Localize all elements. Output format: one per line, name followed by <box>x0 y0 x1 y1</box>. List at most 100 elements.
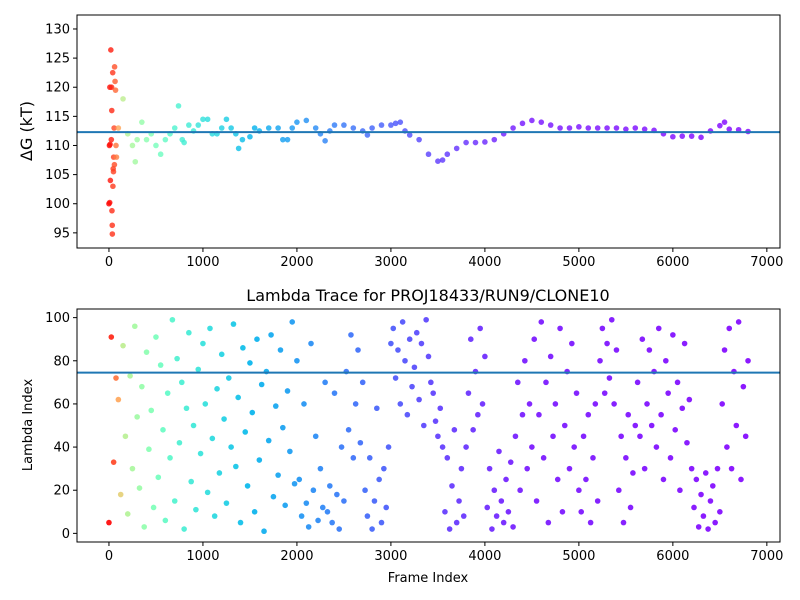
data-point <box>107 177 114 184</box>
data-point <box>113 154 120 160</box>
data-point <box>632 422 639 429</box>
data-point <box>312 433 319 440</box>
data-point <box>157 362 164 368</box>
y-tick-label: 95 <box>53 226 70 241</box>
data-point <box>211 513 218 519</box>
data-point <box>242 429 249 435</box>
data-point <box>409 383 415 390</box>
data-point <box>406 336 413 343</box>
data-point <box>733 422 740 429</box>
data-point <box>209 435 216 442</box>
data-point <box>120 342 126 349</box>
data-point <box>146 446 152 453</box>
data-point <box>338 444 345 450</box>
data-point <box>430 390 436 396</box>
data-point <box>623 455 629 461</box>
x-tick-label: 5000 <box>562 549 595 564</box>
data-point <box>557 125 563 131</box>
data-point <box>479 401 486 407</box>
data-point <box>503 476 509 483</box>
data-point <box>721 119 728 125</box>
data-point <box>388 122 394 128</box>
data-point <box>175 103 182 109</box>
y-tick-label: 60 <box>53 397 70 412</box>
x-tick-label: 3000 <box>374 549 407 564</box>
data-point <box>251 125 258 131</box>
data-point <box>275 125 281 131</box>
data-point <box>679 405 686 412</box>
data-point <box>164 390 171 396</box>
data-point <box>545 519 552 526</box>
data-point <box>319 504 326 511</box>
data-point <box>489 526 495 532</box>
data-point <box>296 476 303 483</box>
data-point <box>303 117 310 124</box>
data-point <box>331 122 338 128</box>
data-point <box>507 459 514 465</box>
delta-g-axes: 0 1000 2000 3000 4000 5000 6000 7000 95 100 105 110… <box>45 14 783 270</box>
data-point <box>244 483 251 489</box>
data-point <box>369 125 375 131</box>
data-point <box>477 325 483 332</box>
data-point <box>254 336 260 343</box>
data-point <box>745 357 751 364</box>
data-point <box>665 390 671 396</box>
data-point <box>512 433 519 440</box>
data-point <box>378 122 385 128</box>
data-point <box>390 325 397 332</box>
data-point <box>261 528 267 535</box>
data-point <box>258 381 265 388</box>
data-point <box>327 483 333 489</box>
x-tick-label: 2000 <box>280 255 313 270</box>
data-point <box>580 433 587 440</box>
data-point <box>143 349 150 355</box>
data-point <box>247 133 253 140</box>
data-point <box>510 125 516 131</box>
x-tick-label: 4000 <box>468 549 501 564</box>
data-point <box>109 69 116 76</box>
data-point <box>517 487 523 494</box>
data-point <box>218 351 225 358</box>
data-point <box>486 465 493 472</box>
data-point <box>674 379 681 386</box>
data-point <box>601 390 608 396</box>
data-point <box>197 450 204 457</box>
lambda-y-label: Lambda Index <box>21 379 36 472</box>
data-point <box>681 340 688 347</box>
data-point <box>705 526 711 532</box>
data-point <box>110 459 117 465</box>
data-point <box>712 519 718 526</box>
data-point <box>223 116 230 123</box>
x-tick-label: 6000 <box>656 549 689 564</box>
data-point <box>200 340 206 347</box>
data-point <box>475 411 481 418</box>
data-point <box>141 524 147 530</box>
data-point <box>606 375 613 381</box>
data-point <box>369 526 375 532</box>
data-point <box>641 126 648 132</box>
data-point <box>482 139 488 145</box>
data-point <box>134 136 140 143</box>
data-point <box>646 347 653 353</box>
data-point <box>136 485 143 491</box>
data-point <box>221 416 227 422</box>
data-point <box>186 122 192 128</box>
x-tick-label: 0 <box>105 549 113 564</box>
data-point <box>108 47 114 53</box>
data-point <box>171 498 178 504</box>
data-point <box>268 332 274 338</box>
data-point <box>576 124 582 130</box>
data-point <box>106 199 113 206</box>
data-point <box>181 526 187 532</box>
data-point <box>162 517 169 524</box>
data-point <box>411 364 418 371</box>
data-point <box>195 366 202 373</box>
y-tick-label: 20 <box>53 484 70 499</box>
data-point <box>383 504 390 511</box>
data-point <box>331 390 338 396</box>
axes-frame <box>76 14 781 249</box>
data-point <box>571 444 577 450</box>
data-point <box>559 508 566 515</box>
data-point <box>107 141 113 148</box>
data-point <box>418 340 425 347</box>
